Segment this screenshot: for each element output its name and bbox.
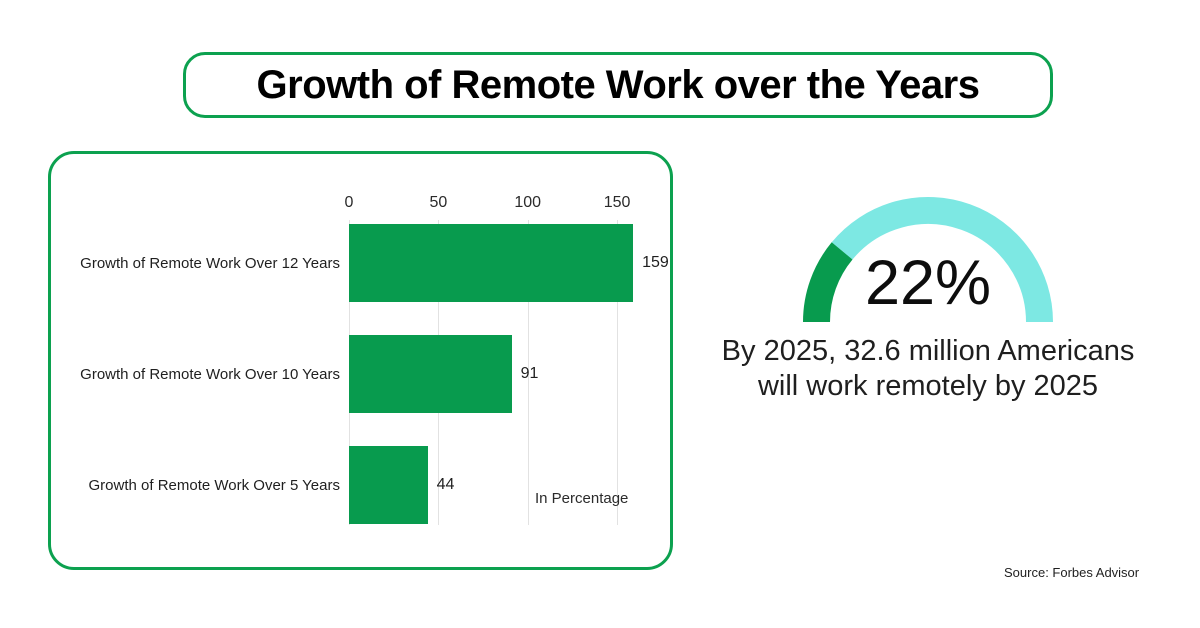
gauge-caption-line2: will work remotely by 2025 (757, 370, 1099, 403)
gauge-caption-line1: By 2025, 32.6 million Americans (721, 335, 1135, 367)
bar-value-label: 91 (520, 365, 539, 382)
page-title: Growth of Remote Work over the Years (256, 62, 980, 107)
gauge-caption: By 2025, 32.6 million Americans will wor… (650, 334, 1200, 405)
title-banner: Growth of Remote Work over the Years (183, 52, 1053, 118)
gauge-value-label: 22% (864, 248, 992, 318)
gridline (527, 220, 529, 525)
axis-unit-note: In Percentage (535, 490, 629, 507)
axis-tick-label: 50 (429, 194, 448, 211)
gauge-chart (803, 197, 1053, 323)
gauge-filled-arc (803, 242, 853, 323)
source-attribution: Source: Forbes Advisor (1004, 565, 1140, 580)
gridline (617, 220, 619, 525)
bar (349, 446, 428, 524)
bar-chart-plot: 0 50 100 150 Growth of Remote Work Over 12 Y… (51, 154, 670, 567)
axis-tick-label: 150 (603, 194, 631, 211)
category-label: Growth of Remote Work Over 10 Years (80, 365, 340, 383)
bar (349, 335, 512, 413)
bar (349, 224, 634, 302)
bar-value-label: 159 (642, 254, 669, 271)
category-label: Growth of Remote Work Over 5 Years (88, 476, 341, 494)
category-label: Growth of Remote Work Over 12 Years (80, 254, 340, 272)
axis-tick-label: 100 (514, 194, 542, 211)
bar-value-label: 44 (436, 476, 455, 493)
axis-tick-label: 0 (344, 194, 354, 211)
gauge-track-arc (831, 197, 1053, 323)
bar-chart-card: 0 50 100 150 Growth of Remote Work Over 12 Y… (48, 151, 673, 570)
